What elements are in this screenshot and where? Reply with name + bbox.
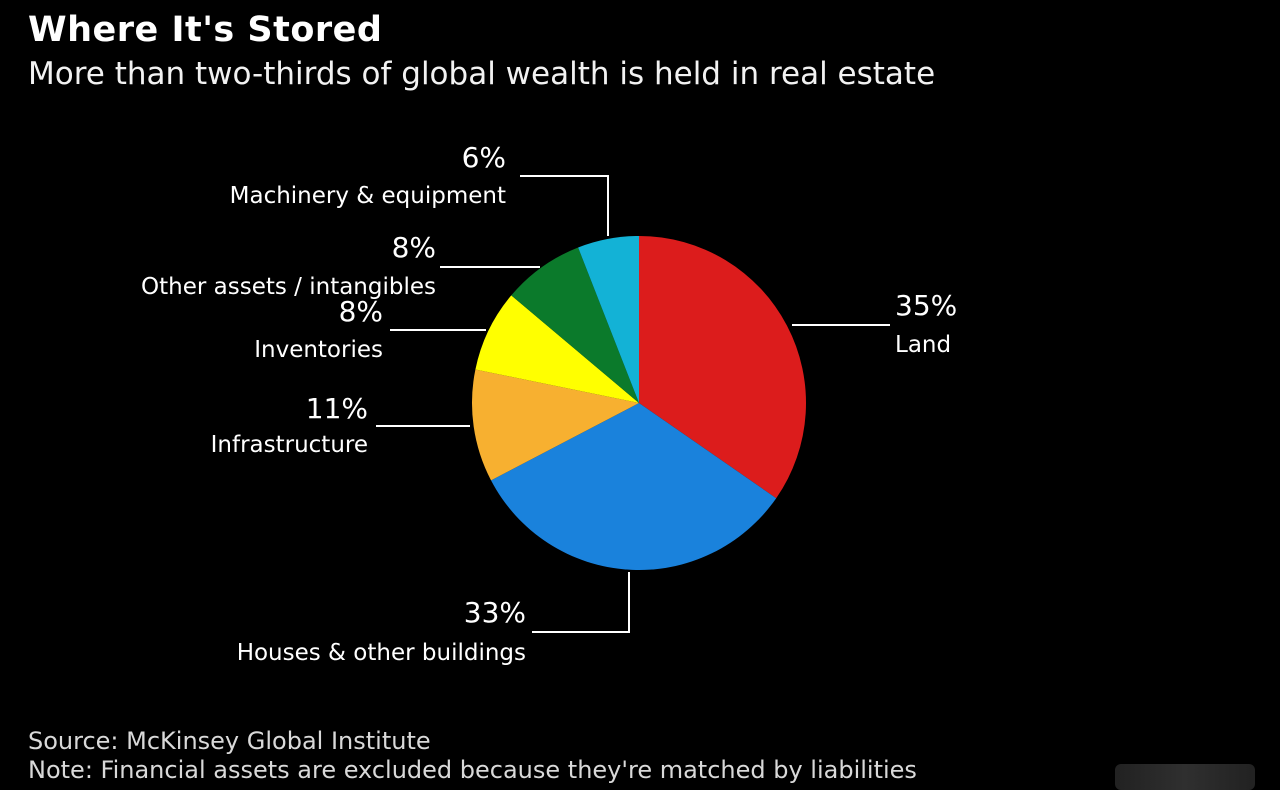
slice-percent-label: 35% xyxy=(895,289,957,322)
chart-subtitle: More than two-thirds of global wealth is… xyxy=(28,56,936,92)
chart-title: Where It's Stored xyxy=(28,10,383,50)
slice-category-label: Houses & other buildings xyxy=(237,640,526,666)
watermark xyxy=(1115,764,1255,790)
slice-percent-label: 8% xyxy=(392,231,436,264)
slice-labels: 35% Land 33% Houses & other buildings 11% Inf… xyxy=(141,141,957,666)
pie-slice-houses-other-buildings xyxy=(491,403,777,570)
slice-percent-label: 6% xyxy=(462,141,506,174)
slice-category-label: Machinery & equipment xyxy=(230,183,506,209)
source-note: Source: McKinsey Global Institute xyxy=(28,727,431,755)
slice-category-label: Inventories xyxy=(254,337,383,363)
leader-line xyxy=(520,175,609,236)
slice-percent-label: 11% xyxy=(306,392,368,425)
slice-category-label: Infrastructure xyxy=(211,432,368,458)
pie-slice-infrastructure xyxy=(472,369,639,481)
pie-slice-machinery-equipment xyxy=(578,236,639,403)
pie-slice-inventories xyxy=(475,295,639,403)
leader-line xyxy=(532,572,630,633)
footnote: Note: Financial assets are excluded beca… xyxy=(28,756,917,784)
pie-slice-land xyxy=(639,236,807,499)
slice-percent-label: 33% xyxy=(464,596,526,629)
slice-category-label: Land xyxy=(895,332,951,358)
slice-percent-label: 8% xyxy=(339,295,383,328)
pie-slices xyxy=(472,236,807,570)
slice-category-label: Other assets / intangibles xyxy=(141,274,436,300)
leader-lines xyxy=(376,175,890,633)
pie-slice-other-assets-intangibles xyxy=(511,247,639,403)
